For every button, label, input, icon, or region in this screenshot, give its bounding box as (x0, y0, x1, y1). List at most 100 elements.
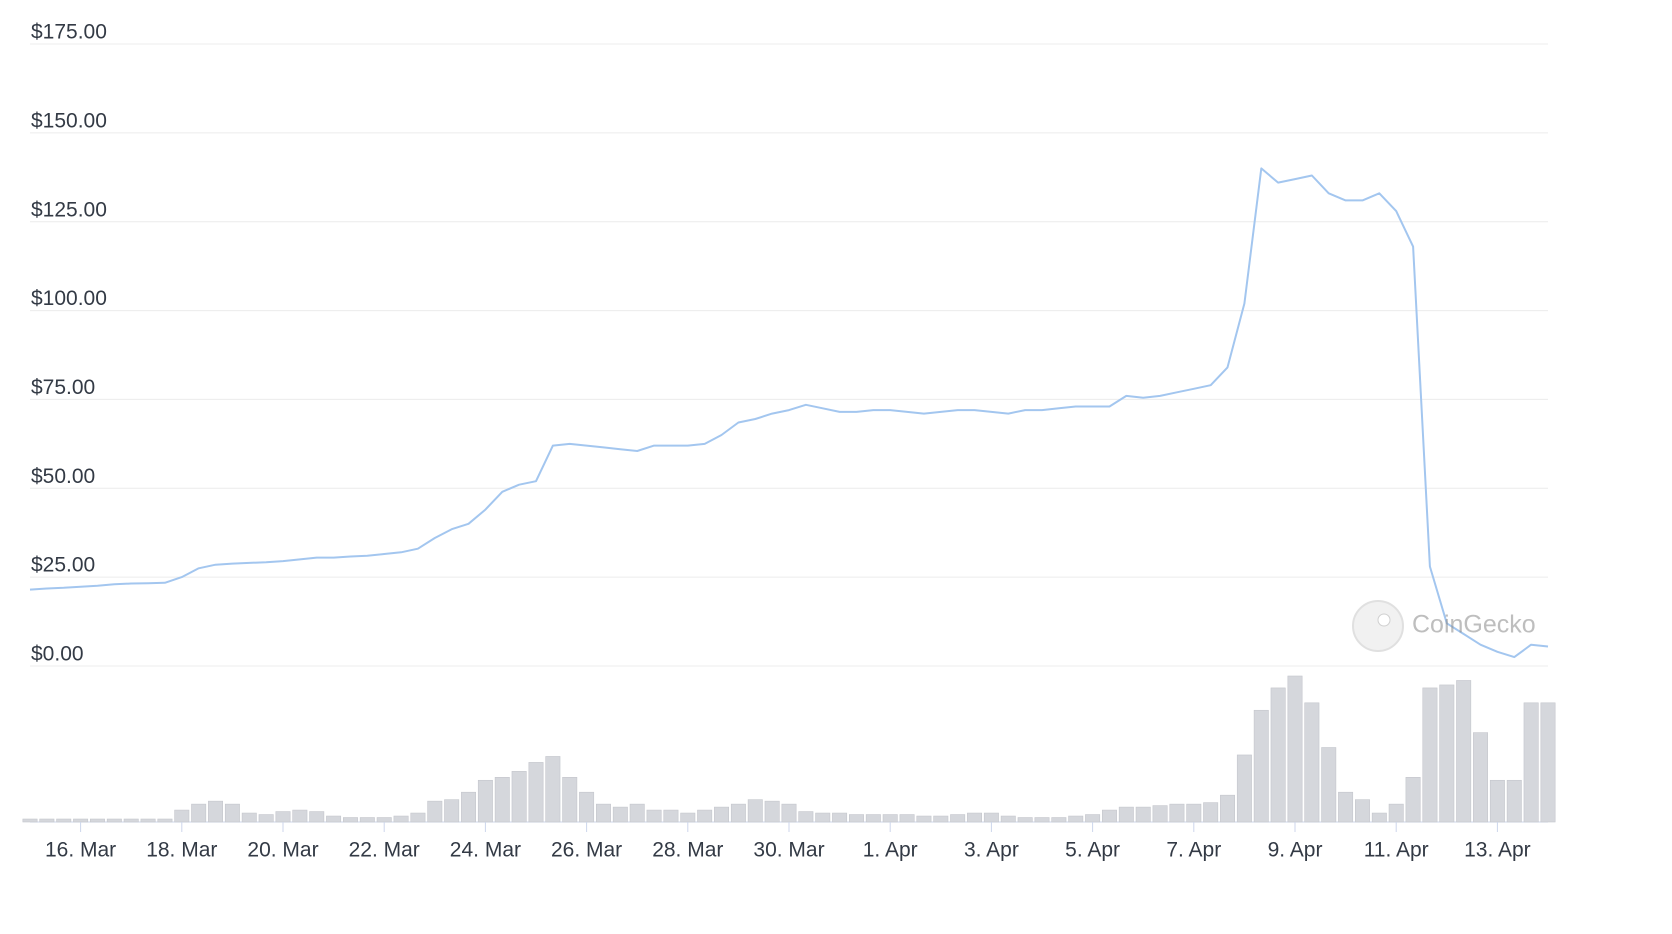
volume-bar (1000, 815, 1016, 823)
volume-bar (781, 803, 797, 823)
x-tick-label: 18. Mar (146, 839, 217, 862)
watermark-logo-eye (1377, 613, 1391, 627)
volume-bar (477, 779, 493, 823)
volume-bar (1220, 794, 1236, 823)
volume-bar (595, 803, 611, 823)
x-tick-label: 20. Mar (247, 839, 318, 862)
volume-bar (376, 817, 392, 823)
volume-bar (1456, 680, 1472, 823)
volume-bar (1085, 814, 1101, 823)
price-line (29, 167, 1549, 659)
volume-bar (1321, 747, 1337, 823)
x-tick-label: 11. Apr (1364, 839, 1429, 862)
volume-bar (191, 803, 207, 823)
volume-bar (511, 771, 527, 823)
volume-bar (1338, 791, 1354, 823)
volume-bar (1473, 732, 1489, 823)
volume-bar (967, 812, 983, 823)
volume-bar (1405, 777, 1421, 823)
volume-bar (39, 818, 55, 823)
x-tick-label: 22. Mar (349, 839, 420, 862)
volume-bar (697, 809, 713, 823)
volume-bar (747, 799, 763, 823)
volume-bar (1186, 803, 1202, 823)
volume-bar (832, 812, 848, 823)
volume-bar (1203, 802, 1219, 823)
volume-bar (579, 791, 595, 823)
x-tick-label: 28. Mar (652, 839, 723, 862)
volume-bar (275, 811, 291, 823)
volume-bar (1169, 803, 1185, 823)
x-tick-label: 7. Apr (1166, 839, 1221, 862)
volume-bar (848, 814, 864, 823)
volume-bar (1540, 702, 1556, 823)
x-tick-label: 9. Apr (1268, 839, 1323, 862)
volume-bar (764, 800, 780, 823)
volume-bar (933, 815, 949, 823)
x-tick-label: 24. Mar (450, 839, 521, 862)
volume-bar (1439, 684, 1455, 823)
x-tick-label: 3. Apr (964, 839, 1019, 862)
volume-bar (663, 809, 679, 823)
volume-bar (22, 818, 38, 823)
volume-bar (950, 814, 966, 823)
volume-bar (1506, 779, 1522, 823)
volume-bar (1304, 702, 1320, 823)
volume-bar (410, 812, 426, 823)
volume-bar (174, 809, 190, 823)
volume-bar (56, 818, 72, 823)
volume-bar (1034, 817, 1050, 823)
volume-bar (1270, 687, 1286, 823)
volume-bar (89, 818, 105, 823)
volume-bar (629, 803, 645, 823)
volume-bar (359, 817, 375, 823)
volume-bar (1371, 812, 1387, 823)
volume-bar (427, 800, 443, 823)
volume-bar (157, 818, 173, 823)
volume-bar (208, 800, 224, 823)
x-tick-label: 16. Mar (45, 839, 116, 862)
volume-bar (899, 814, 915, 823)
volume-bar (562, 777, 578, 823)
volume-bar (1051, 817, 1067, 823)
volume-bar (1017, 817, 1033, 823)
volume-bar (730, 803, 746, 823)
volume-bar (1422, 687, 1438, 823)
volume-bar (494, 777, 510, 823)
volume-bar (393, 815, 409, 823)
y-tick-label: $175.00 (31, 21, 107, 44)
y-tick-label: $150.00 (31, 109, 107, 132)
volume-bar (1354, 799, 1370, 823)
volume-bar (882, 814, 898, 823)
volume-bar (73, 818, 89, 823)
volume-bar (258, 814, 274, 823)
x-tick-label: 1. Apr (863, 839, 918, 862)
y-tick-label: $75.00 (31, 376, 95, 399)
volume-bar (140, 818, 156, 823)
volume-bar (815, 812, 831, 823)
volume-bar (309, 811, 325, 823)
volume-bar (916, 815, 932, 823)
y-tick-label: $50.00 (31, 465, 95, 488)
volume-bar (1135, 806, 1151, 823)
volume-bar (646, 809, 662, 823)
volume-bar (342, 817, 358, 823)
volume-bar (798, 811, 814, 823)
volume-bar (241, 812, 257, 823)
volume-bar (612, 806, 628, 823)
volume-bar (1101, 809, 1117, 823)
volume-bar (983, 812, 999, 823)
volume-bar (680, 812, 696, 823)
volume-bar (714, 806, 730, 823)
volume-bar (528, 762, 544, 823)
volume-bar (224, 803, 240, 823)
volume-bar (326, 815, 342, 823)
plot: $0.00 $25.00 $50.00 $75.00 $100.00 $125.00 $15… (22, 21, 1556, 862)
volume-bar (1068, 815, 1084, 823)
volume-bar (292, 809, 308, 823)
volume-bar (123, 818, 139, 823)
volume-bar (1287, 675, 1303, 823)
volume-bar (461, 791, 477, 823)
x-tick-label: 13. Apr (1464, 839, 1531, 862)
